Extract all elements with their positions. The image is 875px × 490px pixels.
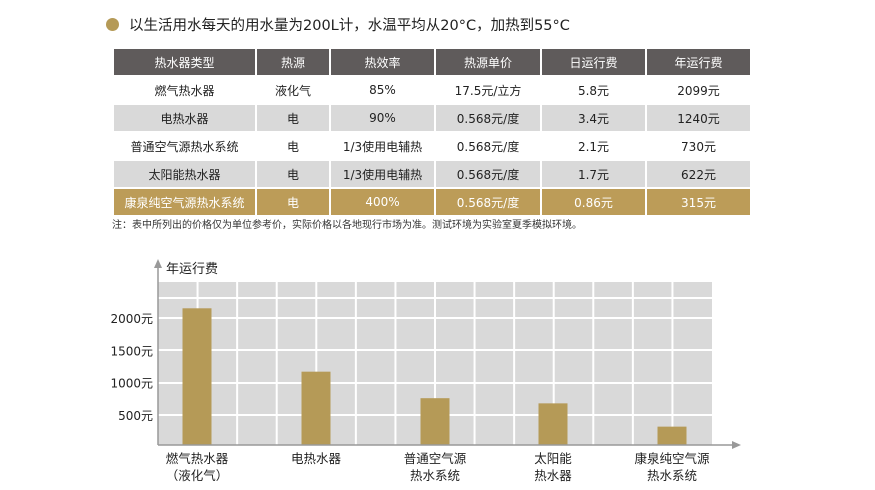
table-cell: 电 bbox=[255, 131, 331, 161]
header-cell: 日运行费 bbox=[540, 47, 647, 77]
header-cell: 年运行费 bbox=[645, 47, 752, 77]
chart-heading: 以生活用水每天的用水量为200L计，水温平均从20°C，加热到55°C bbox=[106, 13, 570, 35]
y-tick-label: 2000元 bbox=[110, 312, 153, 326]
table-cell: 电 bbox=[255, 103, 331, 133]
table-cell: 622元 bbox=[645, 159, 752, 189]
table-cell: 1/3使用电辅热 bbox=[329, 159, 436, 189]
x-tick-label: 电热水器 bbox=[291, 451, 342, 466]
table-cell: 普通空气源热水系统 bbox=[112, 131, 257, 161]
table-cell: 1.7元 bbox=[540, 159, 647, 189]
header-cell: 热效率 bbox=[329, 47, 436, 77]
table-cell: 0.86元 bbox=[540, 187, 647, 217]
table-cell: 85% bbox=[329, 75, 436, 105]
y-tick-label: 1500元 bbox=[110, 344, 153, 358]
x-tick-label: 热水系统 bbox=[410, 468, 460, 483]
table-cell: 3.4元 bbox=[540, 103, 647, 133]
footnote: 注：表中所列出的价格仅为单位参考价，实际价格以各地现行市场为准。测试环境为实验室… bbox=[112, 220, 582, 231]
table-row: 普通空气源热水系统电 1/3使用电辅热 0.568元/度 2.1元 730元 bbox=[112, 131, 752, 161]
x-tick-label: 燃气热水器 bbox=[166, 451, 229, 466]
table-cell: 0.568元/度 bbox=[434, 103, 542, 133]
table-cell: 太阳能热水器 bbox=[112, 159, 257, 189]
bar bbox=[538, 403, 568, 445]
header-cell: 热源 bbox=[255, 47, 331, 77]
table-cell: 90% bbox=[329, 103, 436, 133]
header-cell: 热源单价 bbox=[434, 47, 542, 77]
table-cell: 1240元 bbox=[645, 103, 752, 133]
heading-text: 以生活用水每天的用水量为200L计，水温平均从20°C，加热到55°C bbox=[129, 17, 570, 34]
table-cell: 730元 bbox=[645, 131, 752, 161]
table-cell: 电 bbox=[255, 159, 331, 189]
x-tick-label: 普通空气源 bbox=[404, 451, 467, 466]
table-cell: 0.568元/度 bbox=[434, 187, 542, 217]
bar bbox=[182, 308, 212, 445]
table-row: 燃气热水器 液化气 85% 17.5元/立方 5.8元 2099元 bbox=[112, 75, 752, 105]
table-cell: 5.8元 bbox=[540, 75, 647, 105]
table-cell: 315元 bbox=[645, 187, 752, 217]
y-tick-label: 500元 bbox=[118, 409, 153, 423]
bar bbox=[301, 371, 331, 445]
header-cell: 热水器类型 bbox=[112, 47, 257, 77]
table-row: 电热水器电 90% 0.568元/度 3.4元 1240元 bbox=[112, 103, 752, 133]
table-cell: 2.1元 bbox=[540, 131, 647, 161]
comparison-table: 热水器类型 热源 热效率 热源单价 日运行费 年运行费 燃气热水器 液化气 85% 1… bbox=[112, 47, 752, 217]
table-cell: 1/3使用电辅热 bbox=[329, 131, 436, 161]
table-cell: 2099元 bbox=[645, 75, 752, 105]
y-axis-arrow-icon bbox=[154, 259, 162, 268]
table-cell: 400% bbox=[329, 187, 436, 217]
x-tick-label: 热水系统 bbox=[647, 468, 697, 483]
table-cell: 17.5元/立方 bbox=[434, 75, 542, 105]
x-tick-label: 太阳能 bbox=[534, 451, 572, 466]
bar bbox=[420, 398, 450, 445]
table-row: 康泉纯空气源热水系统电 400% 0.568元/度 0.86元 315元 bbox=[112, 187, 752, 217]
table-header-row: 热水器类型 热源 热效率 热源单价 日运行费 年运行费 bbox=[112, 47, 752, 77]
table-cell: 电热水器 bbox=[112, 103, 257, 133]
bar bbox=[657, 426, 687, 445]
y-axis-label: 年运行费 bbox=[166, 262, 218, 277]
table-cell: 0.568元/度 bbox=[434, 159, 542, 189]
table-cell: 液化气 bbox=[255, 75, 331, 105]
table-cell: 康泉纯空气源热水系统 bbox=[112, 187, 257, 217]
x-tick-label: 热水器 bbox=[534, 468, 572, 483]
table-cell: 燃气热水器 bbox=[112, 75, 257, 105]
x-tick-label: （液化气） bbox=[166, 468, 229, 483]
y-tick-label: 1000元 bbox=[110, 377, 153, 391]
table-row: 太阳能热水器电 1/3使用电辅热 0.568元/度 1.7元 622元 bbox=[112, 159, 752, 189]
x-axis-arrow-icon bbox=[732, 441, 741, 449]
table-cell: 0.568元/度 bbox=[434, 131, 542, 161]
bullet-icon bbox=[106, 17, 119, 31]
x-tick-label: 康泉纯空气源 bbox=[634, 451, 710, 466]
table-cell: 电 bbox=[255, 187, 331, 217]
